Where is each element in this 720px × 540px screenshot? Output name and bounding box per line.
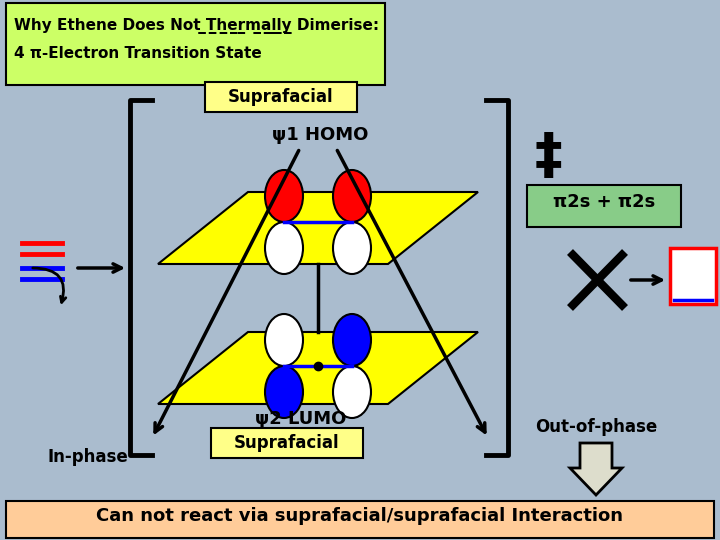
Text: Why Ethene Does Not ̲T̲h̲e̲r̲m̲a̲l̲l̲y̲ Dimerise:: Why Ethene Does Not ̲T̲h̲e̲r̲m̲a̲l̲l̲y̲ …	[14, 18, 379, 34]
FancyBboxPatch shape	[6, 3, 385, 85]
Text: In-phase: In-phase	[48, 448, 128, 466]
Ellipse shape	[333, 170, 371, 222]
FancyBboxPatch shape	[205, 82, 357, 112]
Text: Suprafacial: Suprafacial	[234, 434, 340, 452]
FancyBboxPatch shape	[6, 501, 714, 538]
Ellipse shape	[265, 314, 303, 366]
Polygon shape	[158, 192, 478, 264]
Ellipse shape	[265, 366, 303, 418]
Ellipse shape	[333, 366, 371, 418]
Text: Out-of-phase: Out-of-phase	[535, 418, 657, 436]
Text: 4 π-Electron Transition State: 4 π-Electron Transition State	[14, 46, 262, 61]
Text: Suprafacial: Suprafacial	[228, 88, 334, 106]
FancyBboxPatch shape	[527, 185, 681, 227]
Text: Can not react via suprafacial/suprafacial Interaction: Can not react via suprafacial/suprafacia…	[96, 507, 624, 525]
Text: ‡: ‡	[534, 130, 562, 184]
Text: ψ1 HOMO: ψ1 HOMO	[272, 126, 369, 144]
Ellipse shape	[333, 222, 371, 274]
FancyBboxPatch shape	[670, 248, 716, 304]
Text: ψ2 LUMO: ψ2 LUMO	[255, 410, 346, 428]
Ellipse shape	[333, 314, 371, 366]
Ellipse shape	[265, 170, 303, 222]
Text: π2s + π2s: π2s + π2s	[553, 193, 655, 211]
FancyBboxPatch shape	[211, 428, 363, 458]
Ellipse shape	[265, 222, 303, 274]
Polygon shape	[570, 443, 622, 495]
Polygon shape	[158, 332, 478, 404]
